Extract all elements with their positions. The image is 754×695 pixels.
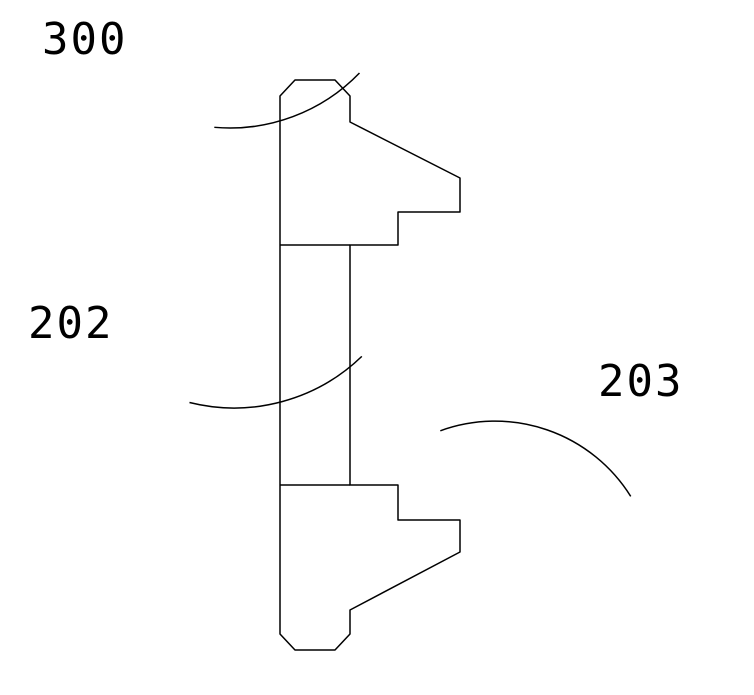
callout-label-203: 203 (598, 356, 683, 407)
callout-label-202: 202 (28, 298, 113, 349)
leader-202 (189, 356, 361, 408)
callout-label-300: 300 (42, 14, 127, 65)
part-outline (280, 80, 460, 650)
leader-300 (214, 73, 359, 128)
leader-203 (440, 421, 630, 496)
